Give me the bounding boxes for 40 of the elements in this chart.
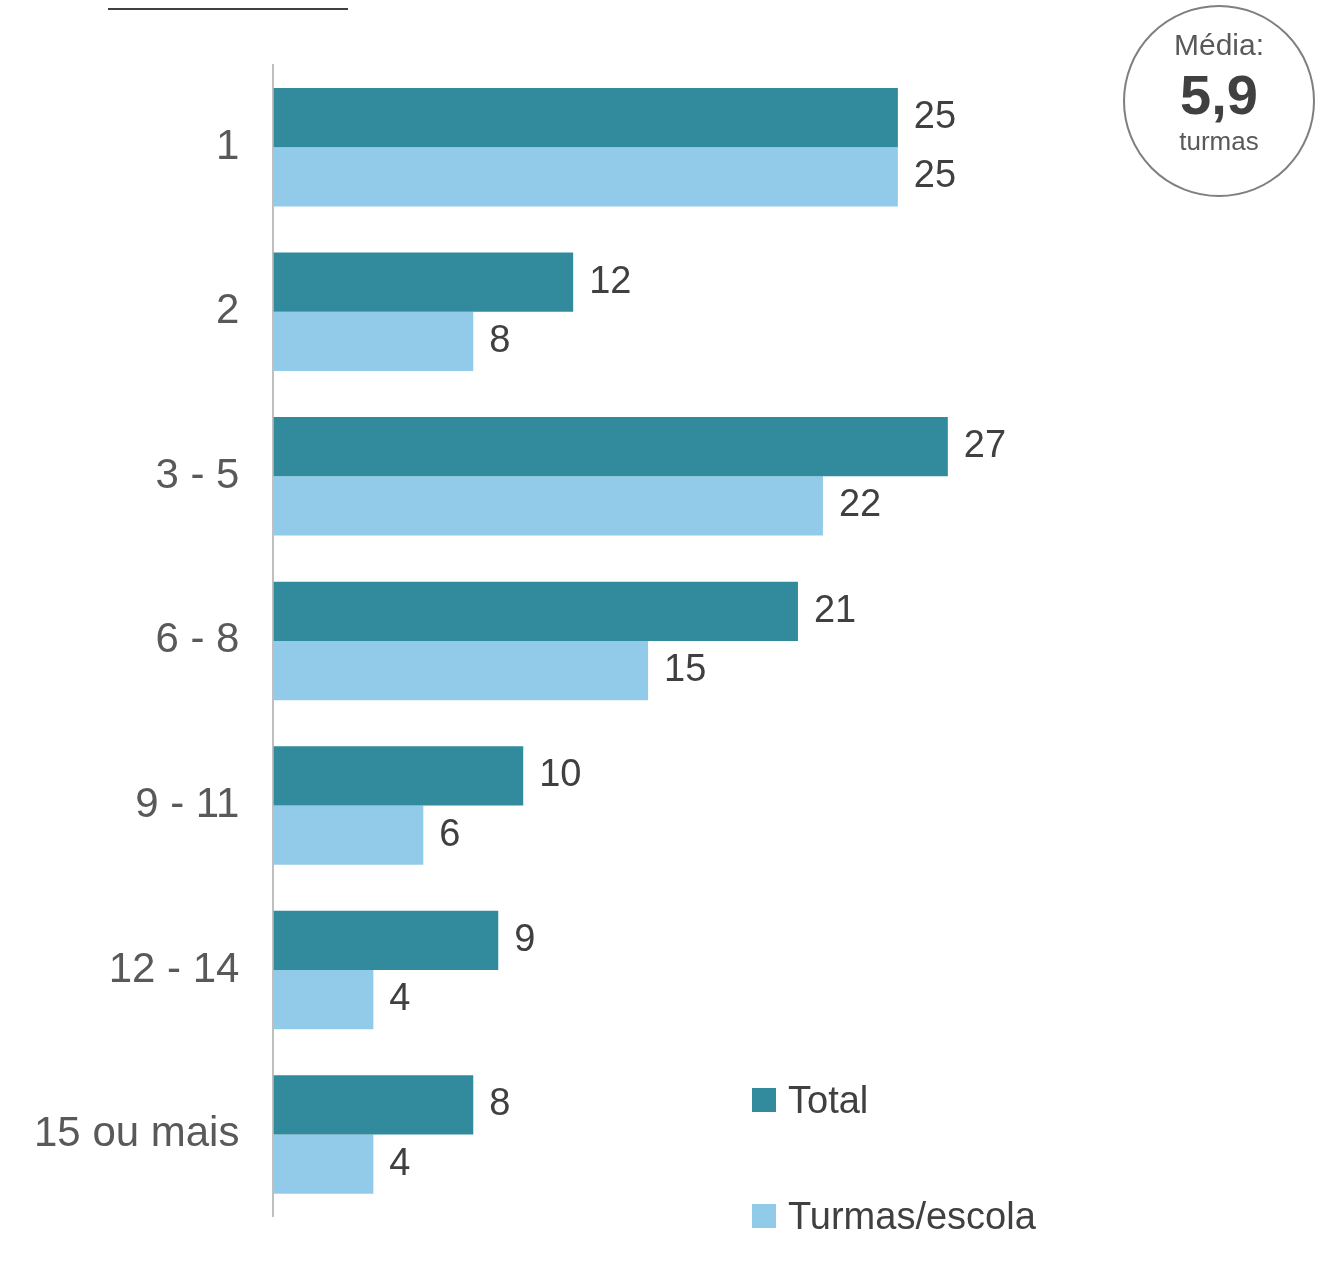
legend-label: Turmas/escola: [788, 1194, 1036, 1238]
bar: [273, 805, 424, 865]
bar: [273, 311, 474, 372]
data-label: 27: [963, 423, 1007, 466]
data-label: 4: [389, 1140, 411, 1183]
data-label: 21: [813, 587, 857, 630]
data-label: 4: [389, 976, 411, 1019]
bar: [273, 1075, 474, 1135]
data-label: 25: [913, 94, 957, 137]
data-label: 8: [489, 317, 511, 360]
text: Média:: [1172, 28, 1265, 63]
y-tick-label: 1: [216, 120, 240, 168]
bar: [273, 1134, 374, 1194]
bar: [273, 147, 898, 207]
y-tick-label: 12 - 14: [108, 943, 240, 991]
data-label: 9: [514, 916, 536, 959]
bar: [273, 640, 649, 701]
bar: [273, 910, 499, 970]
bar: [273, 417, 948, 477]
data-label: 6: [439, 811, 461, 854]
data-label: 12: [589, 258, 632, 301]
data-label: 22: [838, 482, 882, 525]
bar: [273, 88, 898, 148]
data-label: 15: [664, 647, 707, 689]
bar: [273, 746, 524, 806]
data-label: 10: [539, 752, 582, 795]
legend-label: Total: [788, 1078, 869, 1122]
y-tick-label: 6 - 8: [155, 614, 240, 662]
y-tick-label: 2: [216, 285, 240, 333]
y-tick-label: 3 - 5: [155, 449, 240, 497]
data-label: 8: [489, 1081, 511, 1124]
bar: [273, 969, 374, 1030]
bar: [273, 252, 574, 312]
y-tick-label: 15 ou mais: [33, 1108, 240, 1156]
bar: [273, 476, 823, 536]
text: turmas: [1178, 125, 1260, 157]
text: 5,9: [1179, 62, 1259, 127]
y-tick-label: 9 - 11: [135, 779, 240, 827]
data-label: 25: [913, 153, 957, 196]
bar: [273, 581, 798, 641]
